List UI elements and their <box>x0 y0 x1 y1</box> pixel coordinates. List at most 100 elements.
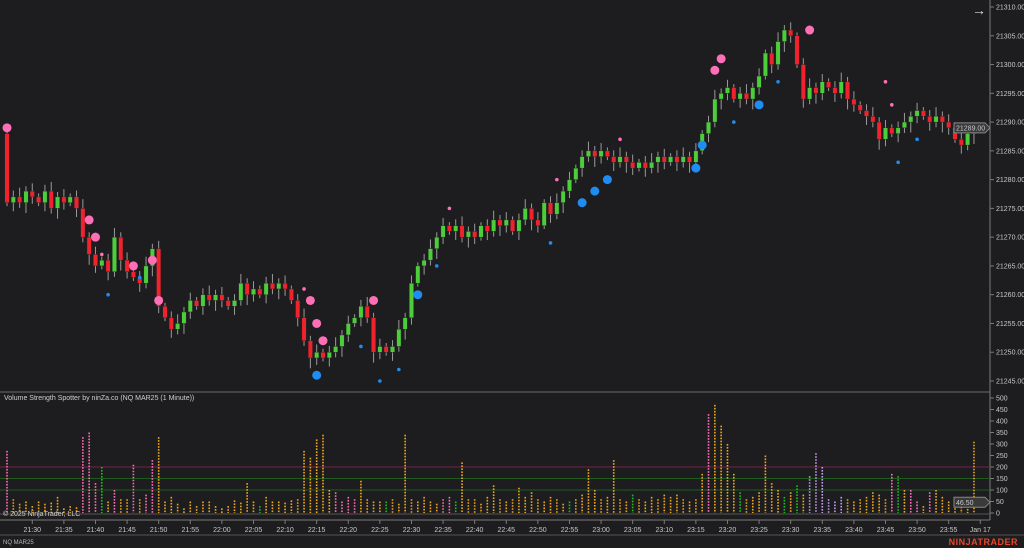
candle-down <box>592 150 598 157</box>
candle-up <box>314 352 320 359</box>
time-tick-label: 23:35 <box>814 527 832 534</box>
candle-down <box>257 288 263 295</box>
time-tick-label: 21:50 <box>150 527 168 534</box>
last-price-label: 21289.00 <box>956 125 985 132</box>
candle-down <box>244 282 250 295</box>
time-tick-label: 22:20 <box>340 527 358 534</box>
candle-up <box>750 87 756 100</box>
candle-up <box>636 162 642 169</box>
candle-up <box>718 93 724 100</box>
time-tick-label: 21:40 <box>87 527 105 534</box>
candle-up <box>503 219 509 226</box>
time-tick-label: 22:50 <box>529 527 547 534</box>
candle-down <box>383 346 389 353</box>
time-tick-label: 23:05 <box>624 527 642 534</box>
ninjatrader-logo: NINJATRADER <box>948 537 1018 547</box>
arrow-right-icon[interactable]: → <box>972 2 986 18</box>
blue-signal-dot <box>378 379 382 383</box>
candle-down <box>282 282 288 290</box>
blue-signal-dot <box>106 292 110 297</box>
candle-down <box>510 219 515 232</box>
candle-down <box>687 156 692 163</box>
time-tick-label: 23:00 <box>592 527 610 534</box>
candle-up <box>99 259 105 267</box>
candle-up <box>415 265 421 284</box>
candle-down <box>876 121 882 140</box>
volume-tick-label: 0 <box>996 511 1000 518</box>
candle-down <box>731 87 737 100</box>
price-tick-label: 21310.00 <box>996 5 1024 12</box>
pink-signal-dot <box>128 261 138 271</box>
candle-up <box>175 323 181 330</box>
time-tick-label: 23:25 <box>750 527 768 534</box>
candle-down <box>851 98 857 106</box>
candle-up <box>251 288 256 295</box>
volume-tick-label: 200 <box>996 465 1008 472</box>
time-tick-label: 23:30 <box>782 527 800 534</box>
price-tick-label: 21245.00 <box>996 379 1024 386</box>
candle-up <box>725 87 730 94</box>
candle-up <box>339 334 345 347</box>
candle-up <box>522 208 528 221</box>
candle-up <box>453 225 459 232</box>
blue-signal-dot <box>776 80 780 84</box>
price-tick-label: 21300.00 <box>996 62 1024 69</box>
candle-up <box>908 116 914 123</box>
pink-signal-dot <box>447 206 452 211</box>
candle-down <box>889 127 895 134</box>
candle-up <box>434 236 440 249</box>
instrument-label: NQ MAR25 <box>3 540 34 546</box>
price-tick-label: 21265.00 <box>996 263 1024 270</box>
time-tick-label: 21:55 <box>182 527 200 534</box>
candle-down <box>826 81 832 88</box>
time-tick-label: 23:45 <box>877 527 895 534</box>
candle-down <box>86 236 92 255</box>
candle-up <box>326 352 332 359</box>
candle-up <box>706 121 711 134</box>
candle-up <box>181 311 187 324</box>
price-tick-label: 21295.00 <box>996 91 1024 98</box>
time-tick-label: 23:20 <box>719 527 737 534</box>
candle-up <box>680 156 686 163</box>
candle-down <box>320 352 326 359</box>
candle-down <box>661 156 667 163</box>
candle-up <box>756 75 762 88</box>
pink-signal-dot <box>805 25 815 35</box>
candle-down <box>130 271 136 278</box>
candle-up <box>10 196 16 203</box>
blue-signal-dot <box>697 140 707 150</box>
candle-down <box>17 196 23 203</box>
pink-signal-dot <box>305 295 315 305</box>
time-tick-label: 22:30 <box>403 527 421 534</box>
candle-up <box>883 127 888 140</box>
price-tick-label: 21275.00 <box>996 206 1024 213</box>
candle-down <box>548 202 553 215</box>
pink-signal-dot <box>2 123 12 133</box>
volume-tick-label: 250 <box>996 453 1008 460</box>
candle-down <box>642 162 648 169</box>
time-tick-label: 23:40 <box>845 527 863 534</box>
blue-signal-dot <box>691 163 701 173</box>
candle-down <box>794 35 800 65</box>
last-volume-label: 46.50 <box>956 500 974 507</box>
candle-up <box>775 41 781 65</box>
candle-down <box>800 64 806 100</box>
blue-signal-dot <box>915 137 919 142</box>
volume-tick-label: 100 <box>996 488 1008 495</box>
candle-up <box>838 81 844 94</box>
candle-up <box>516 219 522 232</box>
pink-signal-dot <box>312 318 322 328</box>
candle-down <box>832 87 838 94</box>
price-tick-label: 21270.00 <box>996 235 1024 242</box>
time-tick-label: 22:10 <box>276 527 294 534</box>
candle-down <box>289 288 294 301</box>
last-volume-tag <box>953 496 991 508</box>
volume-tick-label: 450 <box>996 407 1008 414</box>
pink-signal-dot <box>618 137 622 142</box>
pink-signal-dot <box>883 80 888 84</box>
candle-down <box>80 208 86 238</box>
candle-down <box>605 150 610 157</box>
candle-up <box>693 150 699 163</box>
time-tick-label: 22:05 <box>245 527 263 534</box>
